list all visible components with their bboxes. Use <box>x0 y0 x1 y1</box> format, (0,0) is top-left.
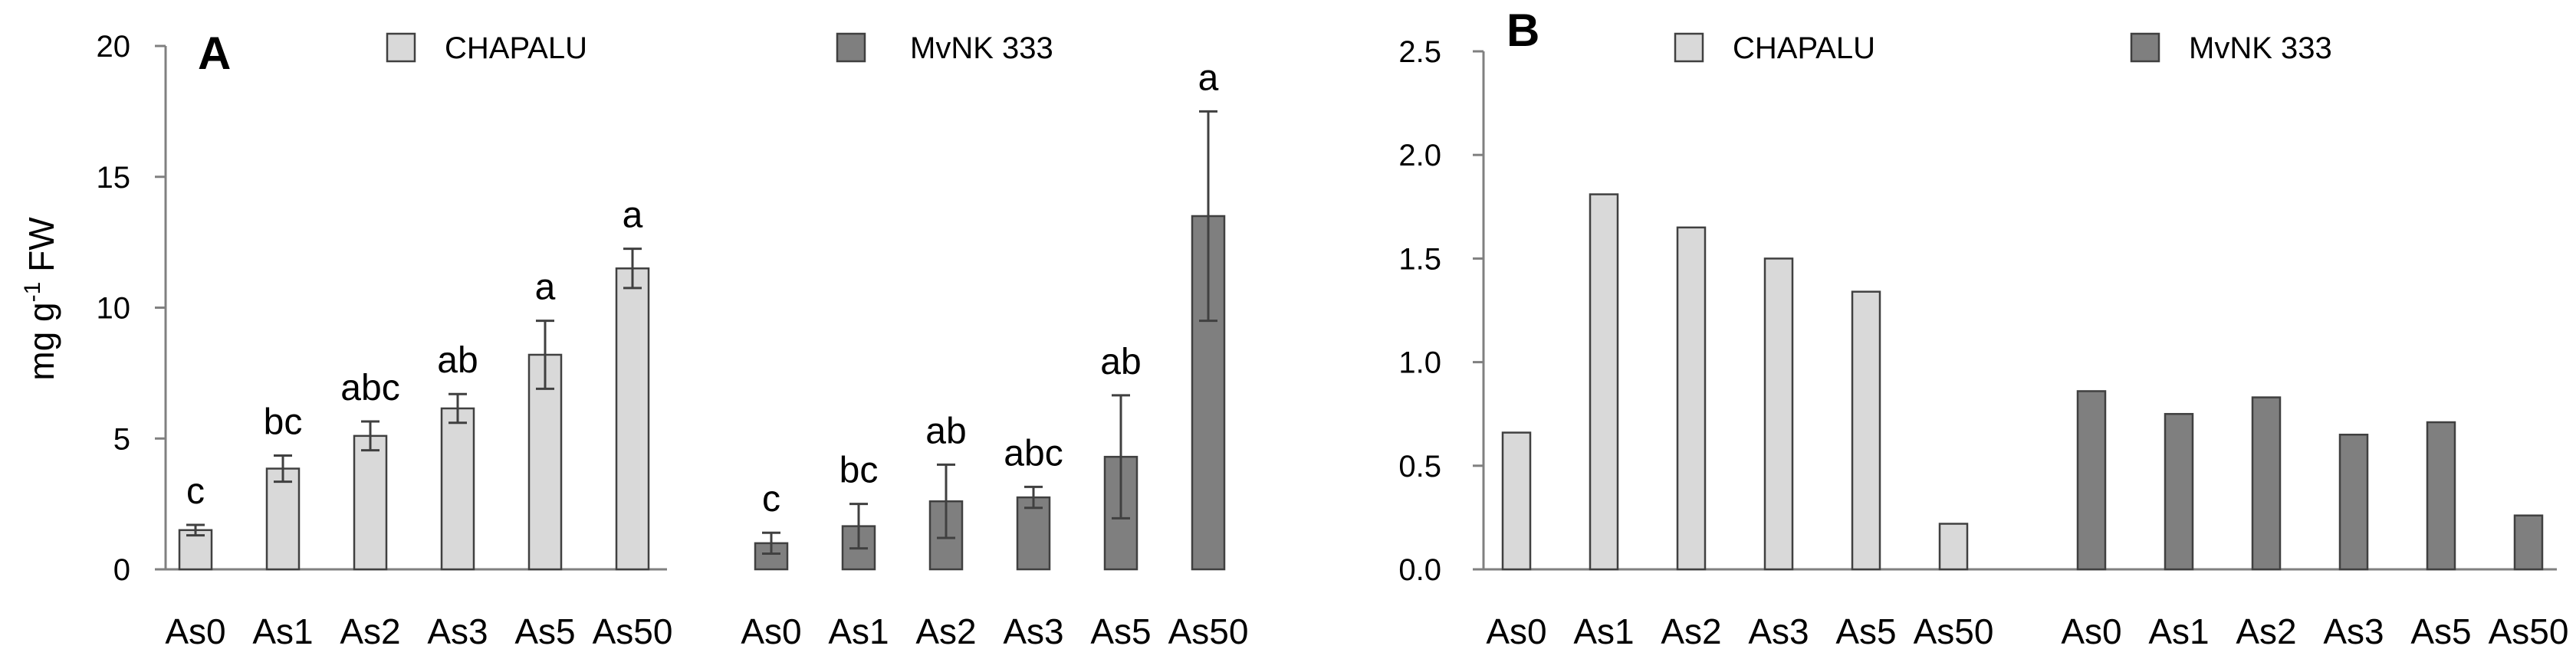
bar-chapalu-as50 <box>615 267 650 571</box>
x-category-label: As50 <box>1168 611 1249 651</box>
bar-mvnk-333-as0 <box>2076 390 2107 571</box>
bar-mvnk-333-as50 <box>2513 514 2544 571</box>
bar-chapalu-as50 <box>1938 523 1969 571</box>
x-category-label: As50 <box>2489 611 2569 651</box>
legend-label: CHAPALU <box>445 31 587 65</box>
x-category-label: As2 <box>340 611 400 651</box>
bar-chapalu-as0 <box>178 529 213 571</box>
x-category-label: As0 <box>2061 611 2121 651</box>
bar-chapalu-as3 <box>1763 257 1794 571</box>
y-tick-label: 1.5 <box>1398 242 1441 276</box>
x-category-label: As3 <box>1003 611 1063 651</box>
x-category-label: As50 <box>1914 611 1994 651</box>
y-tick-label: 0.0 <box>1398 553 1441 587</box>
y-tick-label: 0 <box>113 553 130 587</box>
x-category-label: As0 <box>165 611 225 651</box>
legend-label: MvNK 333 <box>910 31 1053 65</box>
bar-chapalu-as1 <box>265 467 301 571</box>
x-category-label: As0 <box>741 611 801 651</box>
y-tick-label: 20 <box>97 30 131 64</box>
bar-mvnk-333-as3 <box>2338 433 2369 571</box>
y-axis-title-suffix: FW <box>21 217 61 282</box>
x-category-label: As1 <box>252 611 313 651</box>
significance-letter: c <box>186 471 205 512</box>
legend-label: MvNK 333 <box>2189 31 2332 65</box>
x-category-label: As3 <box>427 611 488 651</box>
panel-b-bar-chart: 0.0 0.5 1.0 1.5 2.0 2.5 As0 As1 As2 As3 As5 As50 As0… <box>1398 5 2568 651</box>
panel-a-bar-chart: 05101520cAs0bcAs1abcAs2abAs3aAs5aAs50cAs… <box>20 28 1248 651</box>
significance-letter: a <box>535 267 556 308</box>
bar-mvnk-333-as2 <box>2251 396 2282 571</box>
bar-chapalu-as0 <box>1501 431 1532 571</box>
panel-label: A <box>198 28 231 79</box>
significance-letter: abc <box>1004 433 1063 474</box>
bar-chapalu-as3 <box>440 407 475 571</box>
x-category-label: As1 <box>1573 611 1634 651</box>
x-category-label: As5 <box>2410 611 2471 651</box>
legend-swatch-mvnk-333 <box>836 32 866 63</box>
x-category-label: As3 <box>2323 611 2384 651</box>
x-category-label: As2 <box>2236 611 2296 651</box>
significance-letter: abc <box>340 368 399 408</box>
y-tick-label: 2.5 <box>1398 35 1441 69</box>
y-tick-label: 10 <box>97 292 131 326</box>
bar-mvnk-333-as5 <box>2426 421 2456 571</box>
significance-letter: ab <box>1100 342 1141 382</box>
legend-label: CHAPALU <box>1733 31 1875 65</box>
x-category-label: As1 <box>2148 611 2209 651</box>
y-axis-title-superscript: -1 <box>20 282 45 303</box>
bar-chapalu-as1 <box>1589 193 1619 571</box>
significance-letter: bc <box>264 402 303 442</box>
y-tick-label: 1.0 <box>1398 346 1441 380</box>
y-tick-label: 0.5 <box>1398 450 1441 484</box>
y-tick-label: 2.0 <box>1398 139 1441 172</box>
bar-chapalu-as5 <box>1851 290 1881 571</box>
legend-swatch-chapalu <box>386 32 416 63</box>
bar-mvnk-333-as1 <box>2164 412 2194 571</box>
bar-chapalu-as2 <box>1676 226 1707 571</box>
x-category-label: As5 <box>514 611 575 651</box>
x-category-label: As0 <box>1486 611 1546 651</box>
y-tick-label: 15 <box>97 161 131 195</box>
significance-letter: ab <box>925 411 966 451</box>
x-category-label: As1 <box>828 611 889 651</box>
x-category-label: As5 <box>1835 611 1896 651</box>
y-axis-title: mg g-1 FW <box>20 217 61 381</box>
x-category-label: As5 <box>1090 611 1151 651</box>
x-category-label: As2 <box>915 611 976 651</box>
x-category-label: As2 <box>1661 611 1721 651</box>
x-category-label: As3 <box>1748 611 1809 651</box>
significance-letter: bc <box>840 451 879 491</box>
panel-label: B <box>1506 5 1539 56</box>
significance-letter: c <box>762 479 780 520</box>
significance-letter: a <box>1198 57 1219 98</box>
significance-letter: ab <box>437 340 478 381</box>
y-axis-title-unit: mg g <box>21 302 61 380</box>
bar-chapalu-as2 <box>353 434 388 571</box>
y-tick-label: 5 <box>113 422 130 456</box>
x-category-label: As50 <box>593 611 673 651</box>
bar-chapalu-as5 <box>527 353 563 571</box>
significance-letter: a <box>623 195 643 236</box>
legend-swatch-chapalu <box>1674 32 1704 63</box>
legend-swatch-mvnk-333 <box>2130 32 2160 63</box>
